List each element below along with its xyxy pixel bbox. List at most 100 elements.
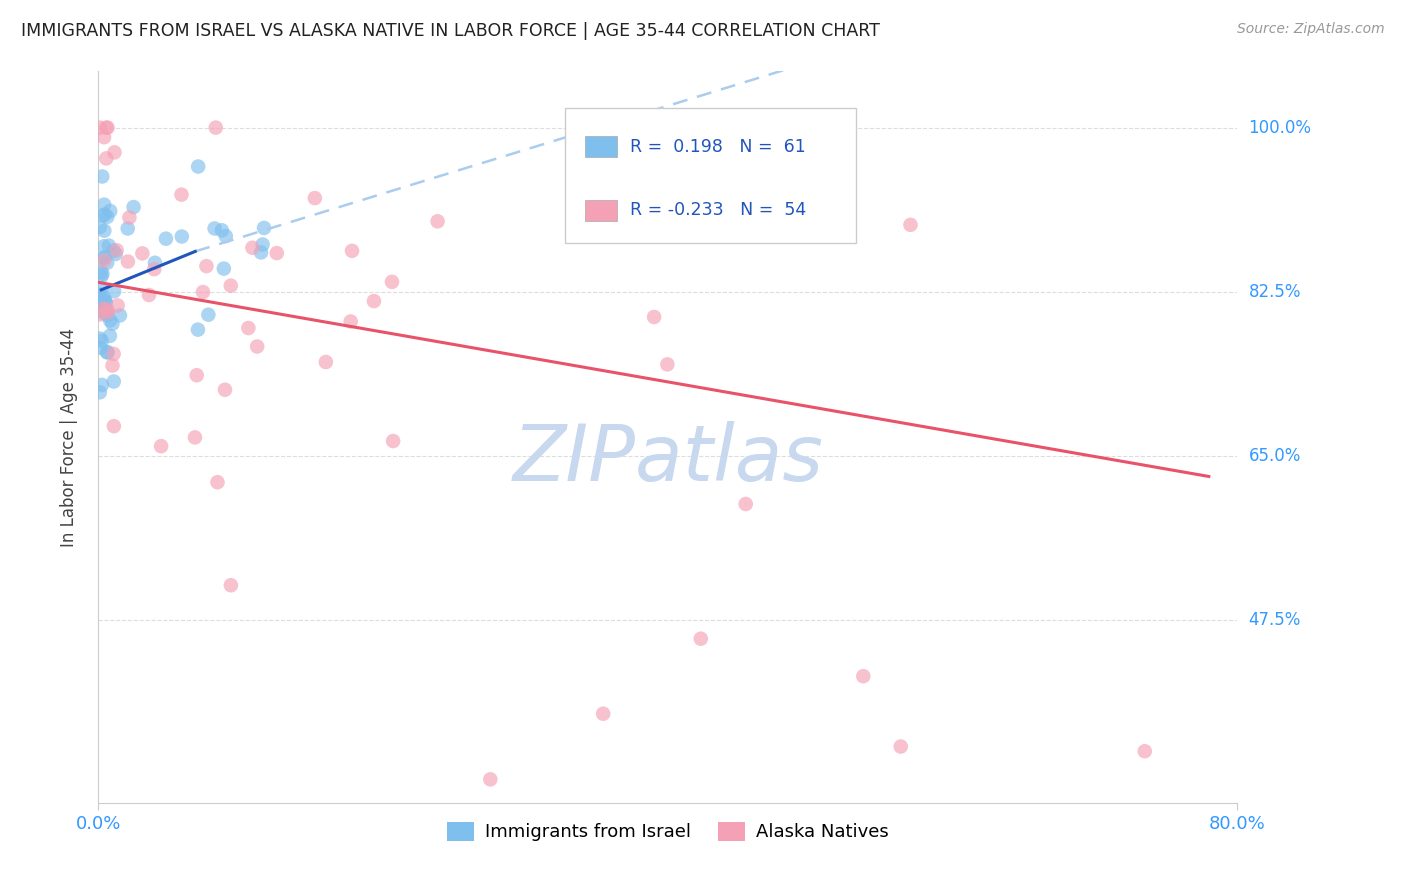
Point — [242, 241, 264, 255]
Point — [105, 243, 128, 257]
Point — [238, 321, 260, 335]
FancyBboxPatch shape — [585, 136, 617, 157]
Point — [91, 305, 114, 319]
Point — [103, 419, 125, 434]
Point — [89, 220, 111, 235]
Point — [211, 223, 233, 237]
Point — [250, 245, 273, 260]
Point — [138, 288, 160, 302]
Point — [96, 303, 118, 318]
Point — [96, 152, 118, 166]
Point — [103, 347, 125, 361]
Text: IMMIGRANTS FROM ISRAEL VS ALASKA NATIVE IN LABOR FORCE | AGE 35-44 CORRELATION C: IMMIGRANTS FROM ISRAEL VS ALASKA NATIVE … — [21, 22, 880, 40]
Point — [96, 120, 118, 135]
FancyBboxPatch shape — [565, 108, 856, 244]
Y-axis label: In Labor Force | Age 35-44: In Labor Force | Age 35-44 — [59, 327, 77, 547]
Point — [90, 269, 112, 284]
Point — [96, 302, 118, 317]
Point — [104, 247, 127, 261]
Text: 47.5%: 47.5% — [1249, 611, 1301, 629]
Point — [90, 265, 112, 279]
Point — [90, 377, 112, 392]
Point — [1133, 744, 1156, 758]
Text: 65.0%: 65.0% — [1249, 447, 1301, 465]
Point — [304, 191, 326, 205]
Point — [187, 323, 209, 337]
Point — [96, 309, 118, 323]
Point — [91, 169, 114, 184]
Point — [93, 130, 115, 145]
Point — [122, 200, 145, 214]
Point — [117, 254, 139, 268]
Point — [204, 221, 226, 235]
Point — [219, 278, 242, 293]
Point — [91, 267, 114, 281]
Point — [900, 218, 922, 232]
Point — [734, 497, 756, 511]
Point — [363, 294, 385, 309]
Point — [91, 301, 114, 315]
Point — [90, 291, 112, 305]
Point — [91, 252, 114, 266]
Point — [643, 310, 665, 324]
Point — [214, 383, 236, 397]
Point — [98, 313, 121, 327]
Point — [93, 197, 115, 211]
Point — [592, 706, 614, 721]
Point — [101, 359, 124, 373]
Point — [191, 285, 214, 299]
Point — [96, 210, 118, 224]
Point — [184, 430, 207, 444]
Point — [426, 214, 449, 228]
Point — [187, 160, 209, 174]
Point — [89, 120, 111, 135]
Point — [96, 345, 118, 359]
Point — [252, 237, 274, 252]
Point — [93, 250, 115, 264]
Point — [89, 332, 111, 346]
Point — [89, 385, 111, 400]
Point — [94, 295, 117, 310]
Point — [91, 209, 114, 223]
Point — [382, 434, 405, 448]
Point — [215, 229, 238, 244]
Point — [117, 221, 139, 235]
Point — [91, 303, 114, 318]
Point — [98, 329, 121, 343]
FancyBboxPatch shape — [585, 200, 617, 220]
Point — [96, 345, 118, 359]
Point — [150, 439, 173, 453]
Text: R =  0.198   N =  61: R = 0.198 N = 61 — [630, 137, 806, 156]
Point — [103, 284, 125, 298]
Point — [93, 301, 115, 316]
Point — [93, 239, 115, 253]
Point — [266, 246, 288, 260]
Point — [93, 224, 115, 238]
Text: R = -0.233   N =  54: R = -0.233 N = 54 — [630, 202, 807, 219]
Point — [90, 334, 112, 348]
Legend: Immigrants from Israel, Alaska Natives: Immigrants from Israel, Alaska Natives — [440, 814, 896, 848]
Text: 82.5%: 82.5% — [1249, 283, 1301, 301]
Point — [101, 317, 124, 331]
Point — [103, 375, 125, 389]
Point — [91, 301, 114, 315]
Point — [89, 307, 111, 321]
Point — [108, 309, 131, 323]
Point — [890, 739, 912, 754]
Point — [155, 232, 177, 246]
Point — [657, 358, 679, 372]
Point — [97, 238, 120, 252]
Point — [253, 221, 276, 235]
Point — [381, 275, 404, 289]
Point — [97, 305, 120, 319]
Point — [89, 291, 111, 305]
Point — [90, 341, 112, 355]
Point — [219, 578, 242, 592]
Point — [98, 204, 121, 219]
Point — [90, 281, 112, 295]
Point — [131, 246, 153, 260]
Point — [94, 294, 117, 309]
Point — [118, 211, 141, 225]
Point — [103, 244, 125, 258]
Point — [315, 355, 337, 369]
